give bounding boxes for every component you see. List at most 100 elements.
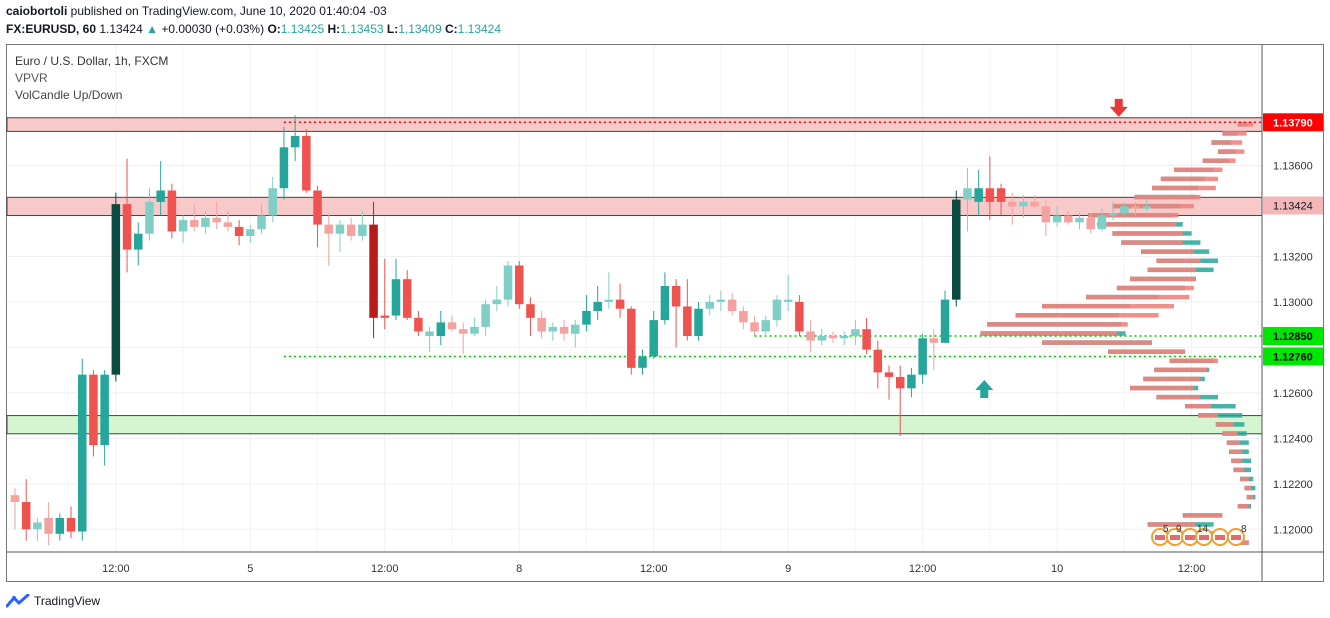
candle-body xyxy=(828,336,838,339)
volume-profile-down-bar xyxy=(1218,149,1245,154)
candle-body xyxy=(1120,206,1129,214)
volume-profile-down-bar xyxy=(1042,340,1152,345)
candle-body xyxy=(783,299,793,302)
candle-body xyxy=(727,299,737,312)
volume-profile-down-bar xyxy=(1147,522,1196,527)
candle-body xyxy=(391,279,401,316)
volume-profile-down-bar xyxy=(1182,513,1223,518)
candle-body xyxy=(21,501,31,530)
event-flag-icon xyxy=(1155,535,1165,540)
volume-profile-down-bar xyxy=(1156,394,1201,400)
candle-body xyxy=(739,311,748,323)
volume-profile-down-bar xyxy=(1198,413,1218,418)
candle-body xyxy=(951,199,961,300)
y-tick-label: 1.13600 xyxy=(1273,160,1313,172)
candle-body xyxy=(895,376,905,389)
legend-volcandle[interactable]: VolCandle Up/Down xyxy=(15,88,123,102)
candle-body xyxy=(436,322,446,337)
candle-body xyxy=(772,299,782,321)
volume-profile-down-bar xyxy=(1226,440,1240,445)
x-tick-label: 9 xyxy=(785,563,791,575)
volume-profile-down-bar xyxy=(987,322,1128,327)
candle-body xyxy=(985,188,995,202)
candle-body xyxy=(526,304,535,318)
candle-body xyxy=(1030,201,1039,207)
candle-body xyxy=(257,215,266,230)
candle-body xyxy=(369,224,378,318)
volume-profile-down-bar xyxy=(1215,422,1234,427)
chart-frame[interactable] xyxy=(6,44,1324,582)
candle-body xyxy=(100,374,109,446)
up-triangle-icon: ▲ xyxy=(146,22,158,36)
volume-profile-down-bar xyxy=(1141,249,1194,254)
candle-body xyxy=(604,299,614,302)
price-label-1.13790 xyxy=(1263,113,1323,132)
event-flag-icon xyxy=(1170,535,1180,540)
candle-body xyxy=(1097,215,1107,230)
volume-profile-down-bar xyxy=(1108,349,1185,354)
x-tick-label: 12:00 xyxy=(1178,563,1206,575)
candle-body xyxy=(66,517,76,532)
volume-profile-down-bar xyxy=(1229,449,1243,454)
candle-body xyxy=(873,349,883,373)
candle-body xyxy=(246,229,255,236)
candle-body xyxy=(212,217,221,223)
candle-body xyxy=(559,326,569,334)
candle-body xyxy=(996,188,1006,202)
candle-body xyxy=(660,285,670,321)
candle-body xyxy=(358,224,367,236)
candle-body xyxy=(615,299,625,309)
candle-body xyxy=(234,226,244,236)
x-tick-label: 8 xyxy=(516,563,522,575)
volume-profile-down-bar xyxy=(1130,385,1194,391)
legend-title[interactable]: Euro / U.S. Dollar, 1h, FXCM xyxy=(15,54,169,68)
candle-body xyxy=(145,201,154,234)
candle-body xyxy=(1019,201,1028,207)
published-text: published on TradingView.com, June 10, 2… xyxy=(67,4,387,18)
candle-body xyxy=(346,224,356,236)
candle-body xyxy=(593,301,602,312)
candle-body xyxy=(190,220,199,227)
volume-profile-down-bar xyxy=(1116,285,1194,291)
volume-profile-down-bar xyxy=(1237,122,1254,127)
candle-body xyxy=(582,311,591,325)
event-badge-count: 14 xyxy=(1197,524,1209,535)
candle-body xyxy=(907,374,916,389)
event-flag-icon xyxy=(1231,535,1241,540)
candle-body xyxy=(627,308,636,368)
volume-profile-down-bar xyxy=(1244,485,1251,491)
candle-body xyxy=(10,495,20,502)
x-tick-label: 12:00 xyxy=(102,563,130,575)
volume-profile-down-bar xyxy=(1134,194,1201,200)
candle-body xyxy=(1131,206,1140,209)
volume-profile-down-bar xyxy=(1154,367,1207,373)
candle-body xyxy=(1041,206,1051,223)
resistance-zone-upper xyxy=(6,117,1263,132)
volume-profile-down-bar xyxy=(1152,185,1216,191)
candle-body xyxy=(425,331,434,337)
candle-body xyxy=(380,315,390,318)
tradingview-footer[interactable]: TradingView xyxy=(6,592,100,610)
candle-body xyxy=(974,188,983,202)
candle-body xyxy=(201,217,210,227)
candle-body xyxy=(649,320,658,357)
x-tick-label: 12:00 xyxy=(371,563,399,575)
volume-profile-down-bar xyxy=(1246,494,1254,500)
legend-vpvr[interactable]: VPVR xyxy=(15,71,48,85)
last-price: 1.13424 xyxy=(99,22,143,36)
candle-body xyxy=(156,190,165,202)
x-tick-label: 12:00 xyxy=(640,563,668,575)
candle-body xyxy=(402,279,412,318)
candle-body xyxy=(929,338,939,343)
ohlc-header: FX:EURUSD, 60 1.13424 ▲ +0.00030 (+0.03%… xyxy=(6,22,501,36)
volume-profile-down-bar xyxy=(1174,167,1223,173)
candle-body xyxy=(1108,213,1118,216)
event-flag-icon xyxy=(1215,535,1225,540)
publisher-name[interactable]: caiobortoli xyxy=(6,4,68,18)
candle-body xyxy=(89,374,98,446)
close-value: 1.13424 xyxy=(457,22,502,36)
event-badge-count: 9 xyxy=(1176,524,1182,535)
candle-body xyxy=(458,329,468,334)
candle-body xyxy=(817,336,827,341)
